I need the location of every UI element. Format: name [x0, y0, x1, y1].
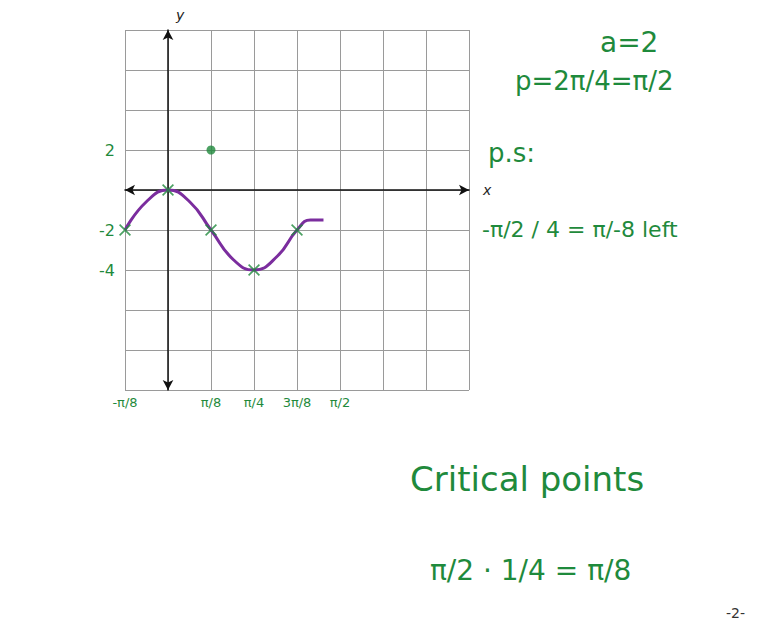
svg-text:-4: -4: [99, 261, 115, 280]
svg-text:-π/2 / 4 = π/-8 left: -π/2 / 4 = π/-8 left: [482, 217, 678, 242]
svg-text:π/8: π/8: [201, 395, 221, 410]
svg-text:π/2 · 1/4 = π/8: π/2 · 1/4 = π/8: [430, 554, 631, 587]
svg-text:π/4: π/4: [244, 395, 264, 410]
svg-text:y: y: [175, 7, 185, 23]
svg-text:Critical points: Critical points: [410, 459, 644, 499]
svg-text:-2: -2: [99, 221, 115, 240]
svg-text:3π/8: 3π/8: [283, 395, 312, 410]
svg-text:-π/8: -π/8: [112, 395, 137, 410]
svg-text:π/2: π/2: [330, 395, 350, 410]
svg-text:p=2π/4=π/2: p=2π/4=π/2: [515, 66, 674, 96]
svg-text:a=2: a=2: [600, 26, 658, 59]
svg-text:p.s:: p.s:: [488, 138, 535, 168]
svg-text:-2-: -2-: [726, 605, 745, 621]
svg-text:x: x: [482, 182, 492, 198]
svg-text:2: 2: [105, 141, 115, 160]
